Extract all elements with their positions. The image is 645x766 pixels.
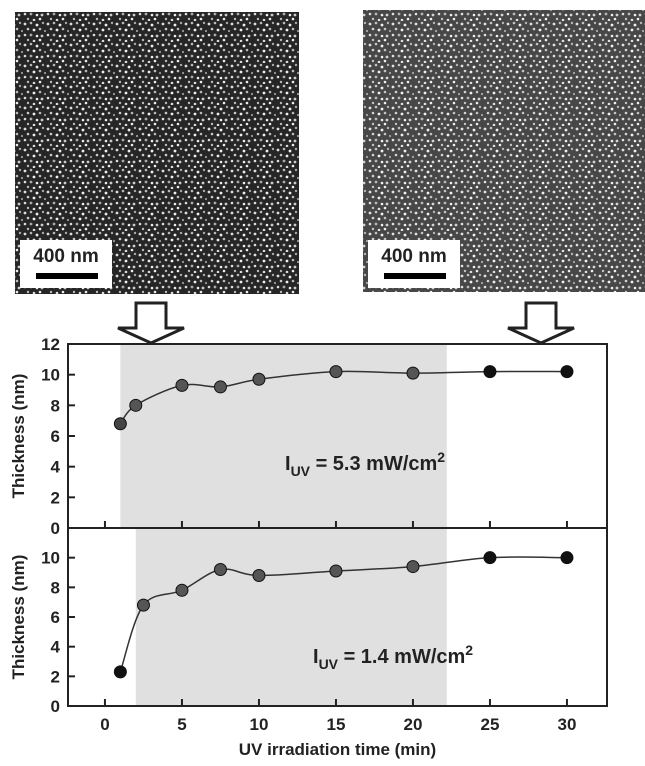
- y-tick-label: 12: [41, 335, 60, 354]
- y-tick-label: 4: [51, 458, 61, 477]
- arrow: [117, 301, 185, 345]
- data-point: [175, 378, 189, 392]
- y-tick-label: 0: [51, 519, 60, 538]
- x-tick-label: 15: [326, 715, 345, 734]
- annotation: IUV = 5.3 mW/cm2: [285, 449, 445, 479]
- y-tick-label: 2: [51, 488, 60, 507]
- series-line: [119, 370, 567, 425]
- scale-bar: [36, 273, 98, 279]
- data-point: [329, 564, 343, 578]
- y-tick-label: 4: [51, 638, 61, 657]
- data-point: [175, 583, 189, 597]
- annotation-text: = 1.4 mW/cm: [338, 646, 465, 668]
- annotation-main: I: [313, 646, 319, 668]
- data-point: [213, 380, 227, 394]
- y-tick-label: 10: [41, 366, 60, 385]
- y-tick-label: 0: [51, 697, 60, 716]
- x-tick-label: 25: [480, 715, 499, 734]
- y-tick-label: 6: [51, 608, 60, 627]
- scale-box: [20, 240, 112, 288]
- x-tick-label: 30: [557, 715, 576, 734]
- shaded-region: [120, 344, 447, 528]
- annotation-sub: UV: [319, 656, 339, 672]
- data-point: [560, 551, 574, 565]
- annotation-text: = 5.3 mW/cm: [310, 453, 437, 475]
- x-tick-label: 20: [403, 715, 422, 734]
- annotation-main: I: [285, 453, 291, 475]
- data-point: [483, 551, 497, 565]
- shaded-region: [135, 528, 447, 706]
- annotation: IUV = 1.4 mW/cm2: [313, 642, 473, 672]
- y-tick-label: 8: [51, 578, 60, 597]
- data-point: [406, 560, 420, 574]
- scale-box: [368, 240, 460, 288]
- data-point: [252, 568, 266, 582]
- scale-label: 400 nm: [33, 246, 98, 267]
- x-axis-label: UV irradiation time (min): [239, 740, 436, 759]
- y-tick-label: 6: [51, 427, 60, 446]
- data-point: [483, 365, 497, 379]
- arrow: [507, 301, 575, 345]
- y-axis-label: Thickness (nm): [9, 374, 28, 499]
- y-tick-label: 10: [41, 549, 60, 568]
- data-point: [560, 365, 574, 379]
- x-tick-label: 0: [100, 715, 109, 734]
- data-point: [329, 365, 343, 379]
- data-point: [252, 372, 266, 386]
- data-point: [113, 417, 127, 431]
- scale-label: 400 nm: [381, 246, 446, 267]
- data-point: [113, 665, 127, 679]
- scale-bar: [384, 273, 446, 279]
- x-tick-label: 5: [177, 715, 186, 734]
- x-tick-label: 10: [249, 715, 268, 734]
- data-point: [406, 366, 420, 380]
- data-point: [136, 598, 150, 612]
- data-point: [213, 563, 227, 577]
- y-tick-label: 8: [51, 396, 60, 415]
- annotation-sup: 2: [465, 642, 473, 658]
- annotation-sub: UV: [291, 463, 311, 479]
- data-point: [129, 398, 143, 412]
- y-axis-label: Thickness (nm): [9, 555, 28, 680]
- annotation-sup: 2: [437, 449, 445, 465]
- y-tick-label: 2: [51, 667, 60, 686]
